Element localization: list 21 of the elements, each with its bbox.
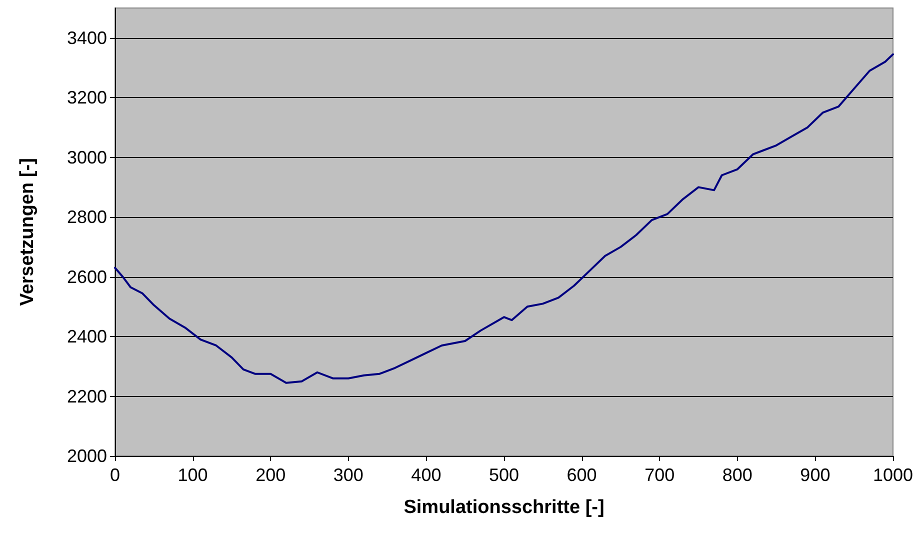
- x-axis-title: Simulationsschritte [-]: [404, 497, 604, 518]
- x-tick-label: 800: [722, 465, 752, 485]
- y-tick-label: 3200: [66, 88, 107, 108]
- x-tick-label: 300: [333, 465, 364, 485]
- x-tick-label: 1000: [872, 465, 914, 485]
- x-tick-label: 0: [110, 465, 120, 485]
- x-tick-label: 700: [644, 465, 675, 485]
- y-axis-title: Versetzungen [-]: [17, 158, 38, 306]
- y-tick-label: 3400: [66, 28, 107, 48]
- x-tick-label: 900: [800, 465, 830, 485]
- y-tick-label: 2200: [66, 386, 107, 406]
- y-tick-label: 2600: [66, 266, 107, 287]
- y-tick-label: 2800: [66, 207, 107, 228]
- x-tick-label: 400: [411, 465, 442, 485]
- x-tick-label: 100: [178, 465, 208, 485]
- y-tick-label: 2000: [66, 446, 107, 466]
- x-tick-label: 500: [488, 465, 520, 485]
- x-tick-label: 600: [566, 465, 597, 485]
- y-tick-label: 3000: [66, 147, 107, 168]
- y-tick-label: 2400: [66, 326, 107, 347]
- x-tick-label: 200: [256, 465, 286, 485]
